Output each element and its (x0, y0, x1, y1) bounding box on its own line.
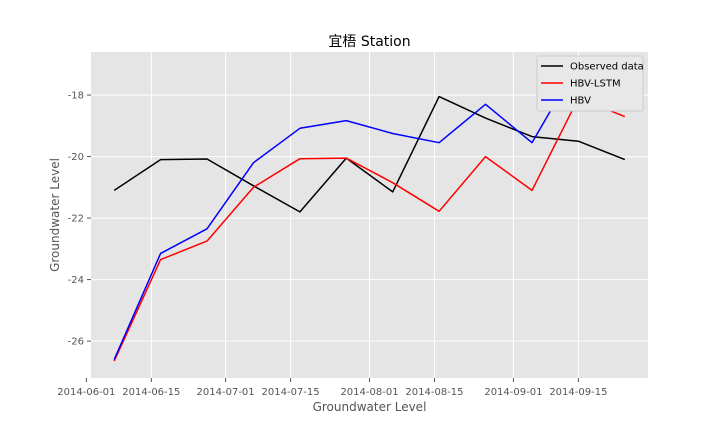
series-line-3 (113, 62, 626, 360)
x-axis-label: Groundwater Level (313, 400, 427, 414)
x-tick-labels: 2014-06-01 2014-06-15 2014-07-01 2014-07-15… (57, 378, 607, 398)
y-tick-label: -18 (68, 91, 84, 102)
y-tick-label: -24 (68, 275, 84, 286)
x-tick-label: 2014-06-01 (57, 387, 115, 398)
y-tick-labels: -26 -24 -22 -20 -18 (68, 91, 91, 348)
y-tick-label: -20 (68, 152, 84, 163)
legend: Observed data HBV-LSTM HBV (536, 55, 644, 112)
legend-label: Observed data (570, 62, 644, 73)
x-tick-label: 2014-09-15 (549, 387, 607, 398)
x-tick-label: 2014-09-01 (484, 387, 542, 398)
y-tick-label: -26 (68, 337, 84, 348)
legend-label: HBV-LSTM (570, 79, 621, 90)
x-tick-label: 2014-07-01 (197, 387, 255, 398)
x-tick-label: 2014-08-15 (405, 387, 463, 398)
y-tick-label: -22 (68, 214, 84, 225)
x-tick-label: 2014-08-01 (340, 387, 398, 398)
x-tick-label: 2014-06-15 (122, 387, 180, 398)
series-lines (113, 62, 626, 362)
series-line-2 (113, 97, 626, 362)
series-line-1 (113, 95, 626, 213)
chart-title: 宜梧 Station (328, 34, 410, 50)
x-tick-label: 2014-07-15 (262, 387, 320, 398)
legend-label: HBV (570, 96, 591, 107)
legend-box (536, 55, 644, 112)
y-axis-label: Groundwater Level (48, 158, 62, 272)
